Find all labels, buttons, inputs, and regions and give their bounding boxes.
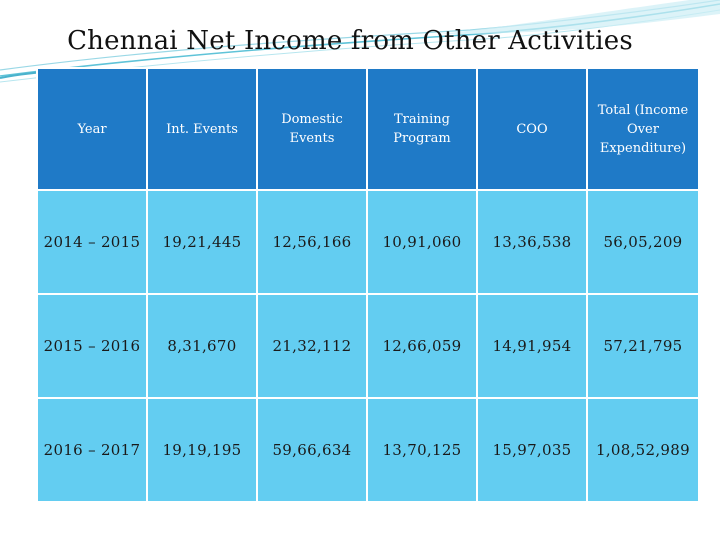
table-row: 2015 – 2016 8,31,670 21,32,112 12,66,059… xyxy=(36,293,700,399)
cell-total: 56,05,209 xyxy=(586,189,700,295)
cell-year: 2014 – 2015 xyxy=(36,189,148,295)
cell-coo: 15,97,035 xyxy=(476,397,588,503)
cell-training-program: 13,70,125 xyxy=(366,397,478,503)
cell-int-events: 19,21,445 xyxy=(146,189,258,295)
cell-total: 1,08,52,989 xyxy=(586,397,700,503)
header-coo: COO xyxy=(476,67,588,191)
cell-training-program: 12,66,059 xyxy=(366,293,478,399)
header-year: Year xyxy=(36,67,148,191)
table-row: 2016 – 2017 19,19,195 59,66,634 13,70,12… xyxy=(36,397,700,503)
cell-int-events: 8,31,670 xyxy=(146,293,258,399)
header-total: Total (Income Over Expenditure) xyxy=(586,67,700,191)
cell-year: 2015 – 2016 xyxy=(36,293,148,399)
cell-year: 2016 – 2017 xyxy=(36,397,148,503)
cell-domestic-events: 21,32,112 xyxy=(256,293,368,399)
cell-total: 57,21,795 xyxy=(586,293,700,399)
income-table: Year Int. Events Domestic Events Trainin… xyxy=(36,67,700,503)
cell-training-program: 10,91,060 xyxy=(366,189,478,295)
cell-coo: 13,36,538 xyxy=(476,189,588,295)
cell-domestic-events: 59,66,634 xyxy=(256,397,368,503)
header-int-events: Int. Events xyxy=(146,67,258,191)
header-domestic-events: Domestic Events xyxy=(256,67,368,191)
table-row: 2014 – 2015 19,21,445 12,56,166 10,91,06… xyxy=(36,189,700,295)
page-title: Chennai Net Income from Other Activities xyxy=(67,26,633,56)
cell-int-events: 19,19,195 xyxy=(146,397,258,503)
cell-domestic-events: 12,56,166 xyxy=(256,189,368,295)
header-training-program: Training Program xyxy=(366,67,478,191)
cell-coo: 14,91,954 xyxy=(476,293,588,399)
table-header-row: Year Int. Events Domestic Events Trainin… xyxy=(36,67,700,191)
